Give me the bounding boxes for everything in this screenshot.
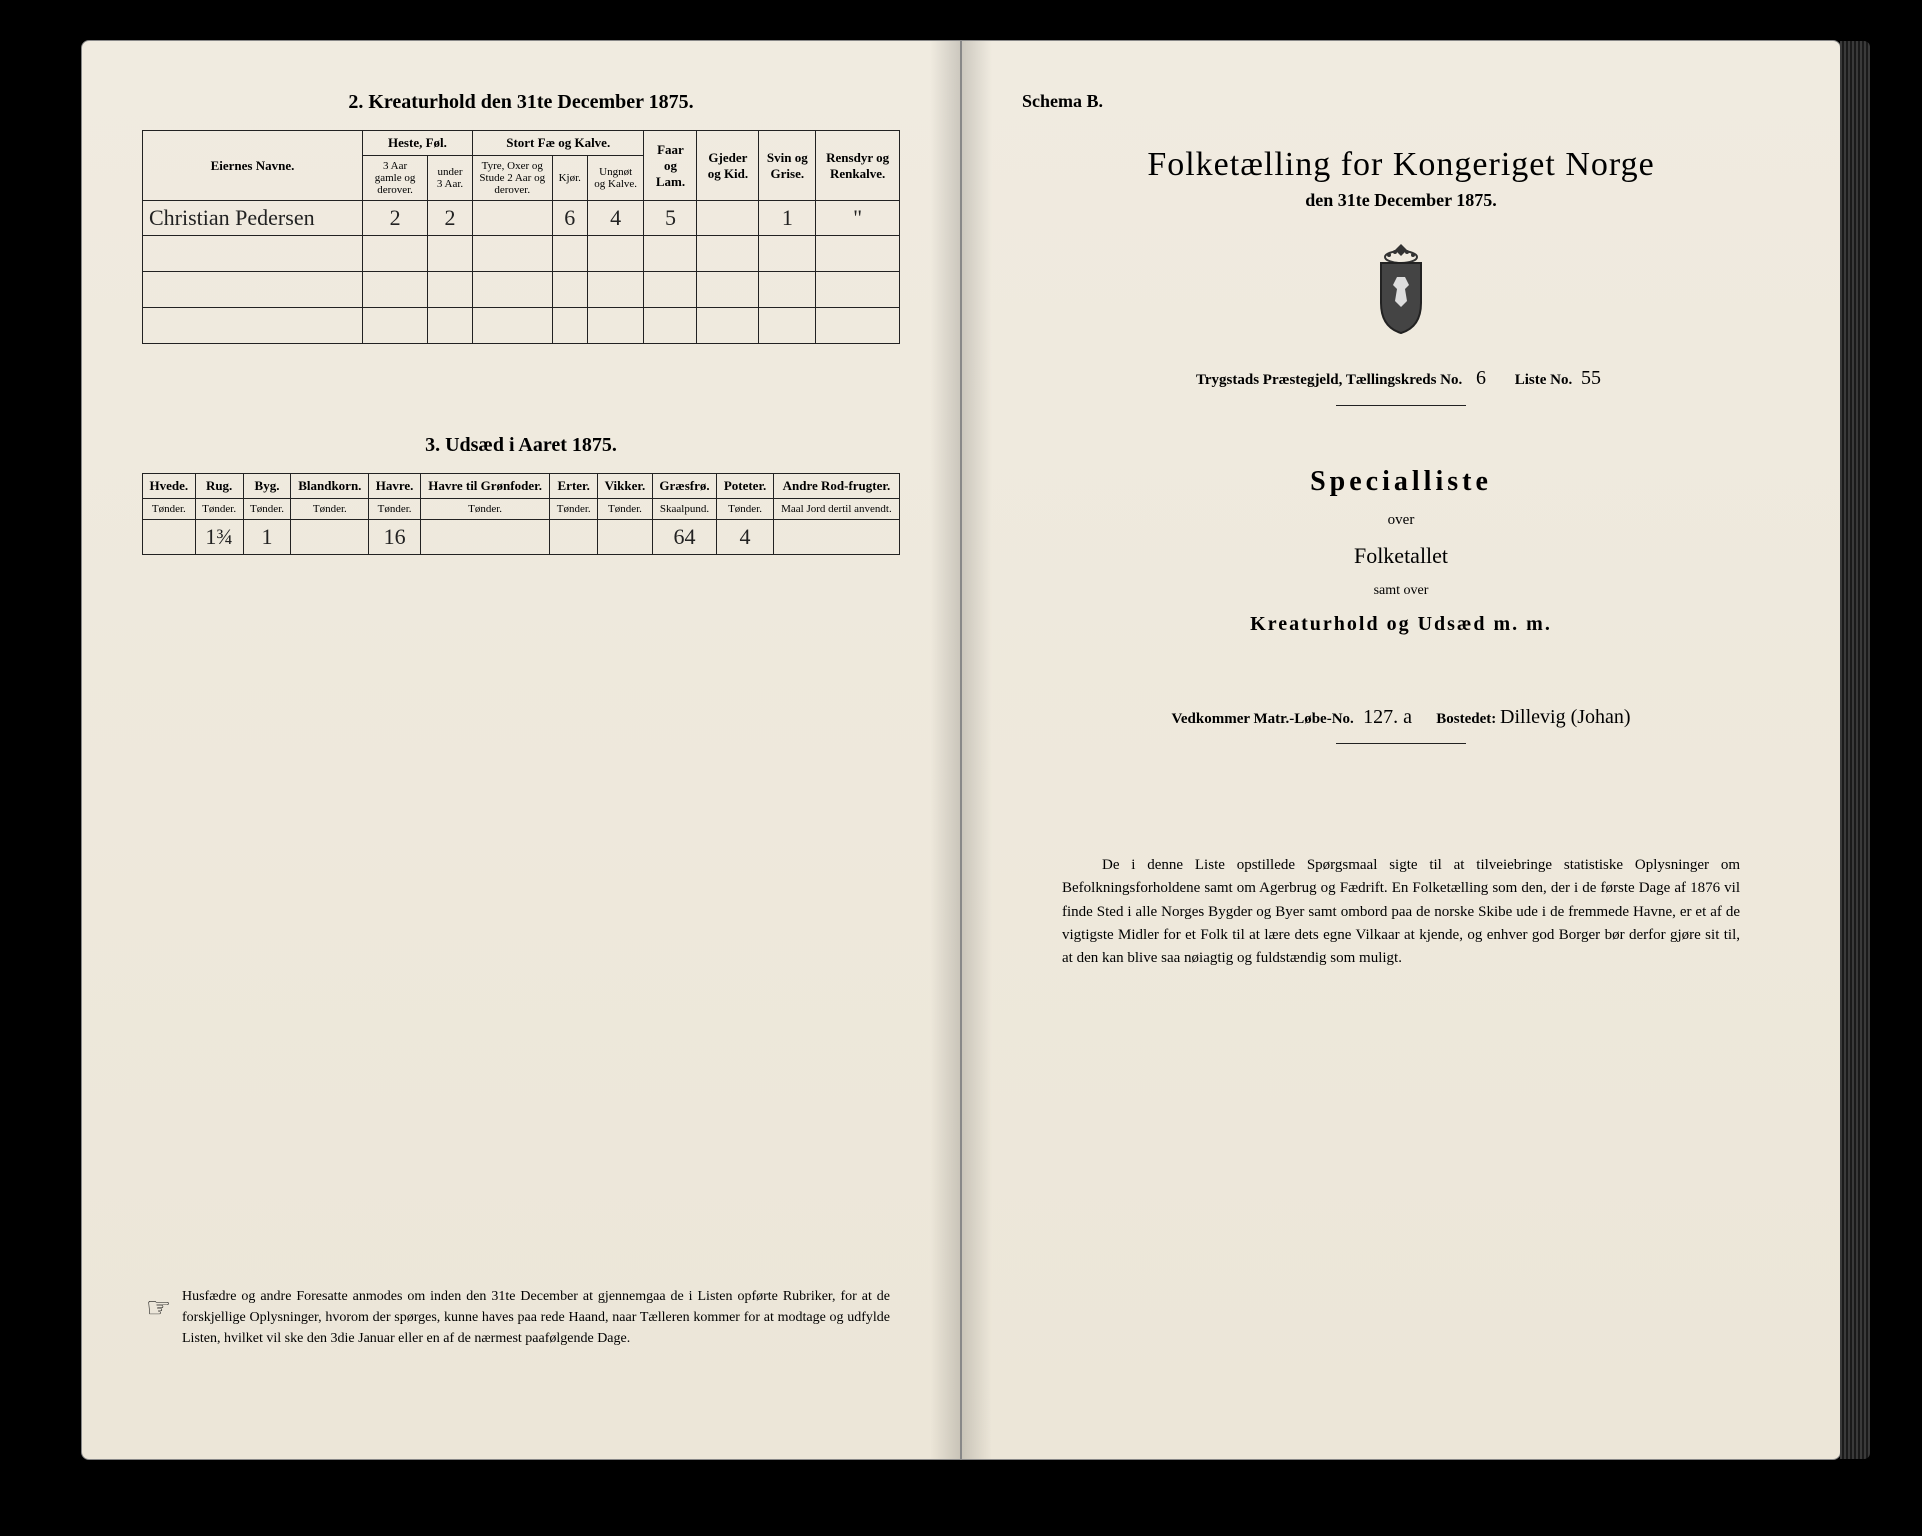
- bosted-label: Bostedet:: [1436, 711, 1496, 727]
- cell: 5: [644, 201, 697, 236]
- cell: 4: [587, 201, 644, 236]
- cell: [773, 520, 899, 555]
- sub-stort-1: Tyre, Oxer og Stude 2 Aar og derover.: [472, 156, 552, 201]
- matr-label: Vedkommer Matr.-Løbe-No.: [1171, 711, 1353, 727]
- grp-stort: Stort Fæ og Kalve.: [472, 131, 644, 156]
- table-row: [143, 236, 900, 272]
- unit: Tønder.: [291, 499, 369, 520]
- cell: [143, 520, 196, 555]
- specialliste-title: Specialliste: [1022, 466, 1780, 498]
- matr-line: Vedkommer Matr.-Løbe-No. 127. a Bostedet…: [1022, 706, 1780, 729]
- kreds-no: 6: [1466, 367, 1496, 391]
- liste-label: Liste No.: [1515, 372, 1573, 388]
- parish-label: Trygstads Præstegjeld, Tællingskreds No.: [1196, 372, 1462, 388]
- book-spread: 2. Kreaturhold den 31te December 1875. E…: [81, 40, 1841, 1460]
- table-row: [143, 308, 900, 344]
- cell: 16: [369, 520, 421, 555]
- cell: 1: [243, 520, 291, 555]
- cell: 2: [363, 201, 428, 236]
- unit: Maal Jord dertil anvendt.: [773, 499, 899, 520]
- col-havre: Havre.: [369, 474, 421, 499]
- bottom-paragraph: De i denne Liste opstillede Spørgsmaal s…: [1022, 854, 1780, 970]
- col-byg: Byg.: [243, 474, 291, 499]
- cell: [697, 201, 759, 236]
- table-row: Christian Pedersen 2 2 6 4 5 1 ": [143, 201, 900, 236]
- table-row: 1¾ 1 16 64 4: [143, 520, 900, 555]
- title-date: den 31te December 1875.: [1022, 190, 1780, 211]
- cell: [472, 201, 552, 236]
- kreatur-label: Kreaturhold og Udsæd m. m.: [1022, 613, 1780, 636]
- unit: Tønder.: [243, 499, 291, 520]
- right-page: Schema B. Folketælling for Kongeriget No…: [961, 40, 1841, 1460]
- col-andre: Andre Rod-frugter.: [773, 474, 899, 499]
- cell: [550, 520, 598, 555]
- unit: Tønder.: [550, 499, 598, 520]
- cell: 2: [428, 201, 473, 236]
- footer-note: ☞ Husfædre og andre Foresatte anmodes om…: [182, 1286, 890, 1349]
- unit: Tønder.: [195, 499, 243, 520]
- cell: [291, 520, 369, 555]
- main-title: Folketælling for Kongeriget Norge: [1022, 146, 1780, 184]
- page-edges: [1840, 41, 1870, 1459]
- col-vikker: Vikker.: [598, 474, 653, 499]
- coat-of-arms-icon: [1361, 239, 1441, 339]
- divider: [1336, 743, 1466, 744]
- bosted-value: Dillevig (Johan): [1500, 706, 1631, 729]
- matr-no: 127. a: [1358, 706, 1418, 729]
- sub-heste-2: under 3 Aar.: [428, 156, 473, 201]
- col-rensdyr: Rensdyr og Renkalve.: [816, 131, 900, 201]
- cell: 1¾: [195, 520, 243, 555]
- left-page: 2. Kreaturhold den 31te December 1875. E…: [81, 40, 961, 1460]
- livestock-table: Eiernes Navne. Heste, Føl. Stort Fæ og K…: [142, 130, 900, 344]
- unit: Tønder.: [717, 499, 774, 520]
- grp-heste: Heste, Føl.: [363, 131, 473, 156]
- col-graesfro: Græsfrø.: [652, 474, 716, 499]
- sub-heste-1: 3 Aar gamle og derover.: [363, 156, 428, 201]
- col-havre-gron: Havre til Grønfoder.: [420, 474, 549, 499]
- unit: Tønder.: [369, 499, 421, 520]
- schema-label: Schema B.: [1022, 91, 1780, 112]
- seed-table: Hvede. Rug. Byg. Blandkorn. Havre. Havre…: [142, 473, 900, 555]
- col-svin: Svin og Grise.: [759, 131, 816, 201]
- unit: Tønder.: [420, 499, 549, 520]
- col-blandkorn: Blandkorn.: [291, 474, 369, 499]
- samt-label: samt over: [1022, 583, 1780, 599]
- cell: [420, 520, 549, 555]
- folketallet-label: Folketallet: [1022, 543, 1780, 569]
- footer-text: Husfædre og andre Foresatte anmodes om i…: [182, 1289, 890, 1346]
- col-poteter: Poteter.: [717, 474, 774, 499]
- parish-line: Trygstads Præstegjeld, Tællingskreds No.…: [1022, 367, 1780, 391]
- col-erter: Erter.: [550, 474, 598, 499]
- sub-stort-3: Ungnøt og Kalve.: [587, 156, 644, 201]
- liste-no: 55: [1576, 367, 1606, 391]
- pointing-hand-icon: ☞: [146, 1288, 171, 1330]
- col-faar: Faar og Lam.: [644, 131, 697, 201]
- cell: [598, 520, 653, 555]
- col-rug: Rug.: [195, 474, 243, 499]
- divider: [1336, 405, 1466, 406]
- cell: 6: [552, 201, 587, 236]
- unit: Tønder.: [598, 499, 653, 520]
- cell: 64: [652, 520, 716, 555]
- col-owner: Eiernes Navne.: [143, 131, 363, 201]
- col-gjeder: Gjeder og Kid.: [697, 131, 759, 201]
- table-row: [143, 272, 900, 308]
- cell: ": [816, 201, 900, 236]
- unit: Skaalpund.: [652, 499, 716, 520]
- unit: Tønder.: [143, 499, 196, 520]
- section3-title: 3. Udsæd i Aaret 1875.: [142, 434, 900, 457]
- col-hvede: Hvede.: [143, 474, 196, 499]
- owner-cell: Christian Pedersen: [143, 201, 363, 236]
- section2-title: 2. Kreaturhold den 31te December 1875.: [142, 91, 900, 114]
- cell: 1: [759, 201, 816, 236]
- sub-stort-2: Kjør.: [552, 156, 587, 201]
- over-label: over: [1022, 512, 1780, 529]
- cell: 4: [717, 520, 774, 555]
